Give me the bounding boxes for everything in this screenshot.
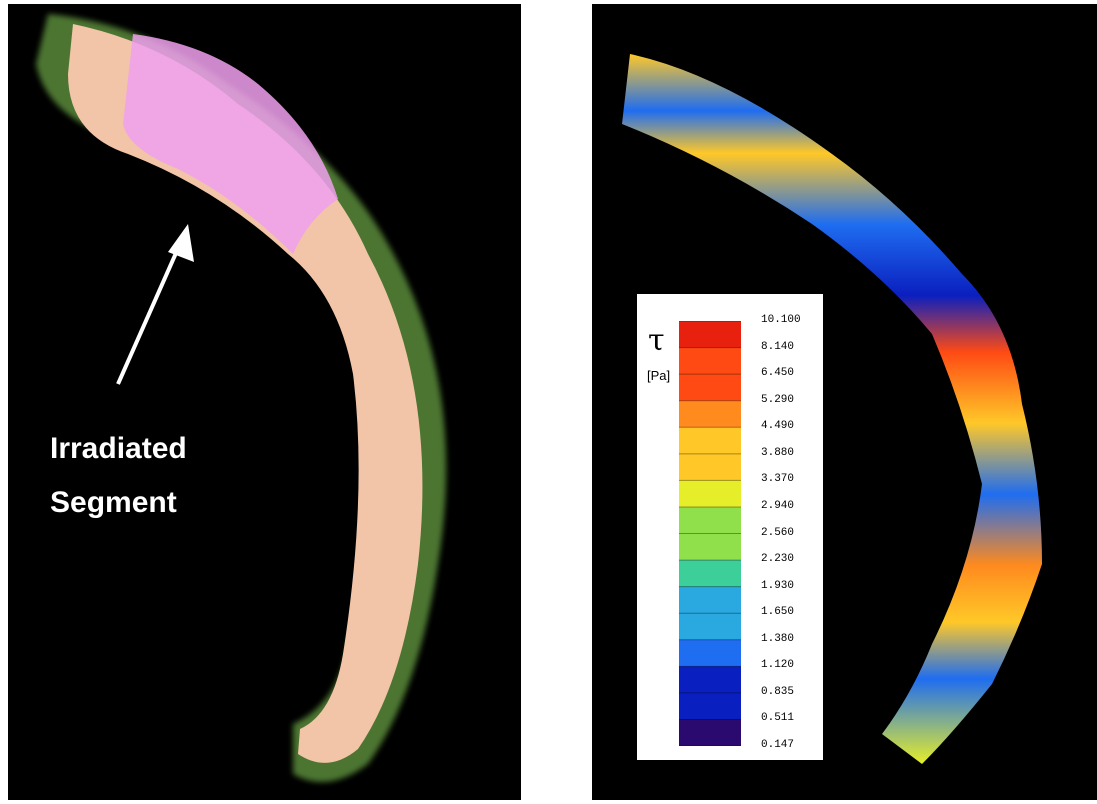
colorbar-band (679, 374, 741, 402)
colorbar-band (679, 586, 741, 614)
colorbar-tick-label: 2.230 (761, 553, 795, 566)
colorbar-band (679, 321, 741, 349)
colorbar-band (679, 506, 741, 534)
colorbar-tick-label: 8.140 (761, 340, 795, 353)
colorbar-tick-label: 1.380 (761, 632, 795, 645)
colorbar-band (679, 427, 741, 455)
colorbar (679, 321, 741, 746)
colorbar-tick-label: 5.290 (761, 393, 795, 406)
annotation-label-line1: Irradiated (50, 432, 187, 465)
left-vessel-panel: Irradiated Segment (8, 4, 521, 800)
right-wss-panel: τ [Pa] 10.100 8.140 6.450 5.290 4.490 3.880 3.… (592, 4, 1097, 800)
colorbar-band (679, 453, 741, 481)
colorbar-tick-label: 0.511 (761, 712, 795, 725)
wss-vessel (622, 54, 1042, 764)
wss-render (622, 54, 1042, 764)
colorbar-band (679, 639, 741, 667)
colorbar-tick-label: 1.120 (761, 659, 795, 672)
colorbar-tick-label: 2.940 (761, 499, 795, 512)
legend-symbol: τ (648, 323, 665, 358)
vessel-render (36, 14, 447, 782)
colorbar-tick-label: 6.450 (761, 367, 795, 380)
annotation-arrow (116, 243, 182, 385)
colorbar-tick-label: 1.650 (761, 606, 795, 619)
colorbar-tick-label: 3.370 (761, 473, 795, 486)
arrow-head (168, 224, 194, 262)
irradiated-segment (123, 34, 338, 254)
legend-unit: [Pa] (647, 368, 671, 383)
colorbar-band (679, 480, 741, 508)
colorbar-tick-label: 0.835 (761, 685, 795, 698)
colorbar-band (679, 347, 741, 375)
colorbar-band (679, 666, 741, 694)
colorbar-tick-label: 4.490 (761, 420, 795, 433)
colorbar-tick-label: 3.880 (761, 446, 795, 459)
colorbar-band (679, 560, 741, 588)
colorbar-tick-label: 0.147 (761, 739, 795, 751)
outer-wall (36, 14, 447, 782)
colorbar-tick-label: 1.930 (761, 579, 795, 592)
lumen (68, 24, 423, 763)
colorbar-band (679, 613, 741, 641)
colorbar-tick-label: 2.560 (761, 526, 795, 539)
colorbar-band (679, 400, 741, 428)
colorbar-legend: τ [Pa] 10.100 8.140 6.450 5.290 4.490 3.880 3.… (637, 294, 823, 760)
colorbar-band (679, 533, 741, 561)
annotation-label-line2: Segment (50, 486, 177, 519)
colorbar-band (679, 692, 741, 720)
colorbar-band (679, 719, 741, 746)
colorbar-tick-label: 10.100 (761, 314, 801, 326)
